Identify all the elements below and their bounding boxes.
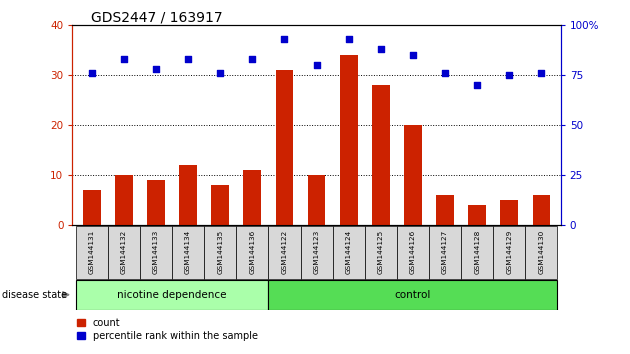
Point bbox=[440, 70, 450, 76]
FancyBboxPatch shape bbox=[333, 226, 365, 279]
Point bbox=[504, 72, 514, 78]
Point bbox=[375, 46, 386, 52]
Bar bbox=[468, 205, 486, 225]
Text: GSM144128: GSM144128 bbox=[474, 230, 480, 274]
FancyBboxPatch shape bbox=[268, 226, 301, 279]
Bar bbox=[147, 180, 165, 225]
FancyBboxPatch shape bbox=[108, 226, 140, 279]
Point bbox=[183, 56, 193, 62]
FancyBboxPatch shape bbox=[172, 226, 204, 279]
Point bbox=[280, 36, 290, 42]
Text: GSM144130: GSM144130 bbox=[539, 230, 544, 274]
FancyBboxPatch shape bbox=[76, 280, 268, 310]
FancyBboxPatch shape bbox=[461, 226, 493, 279]
Bar bbox=[532, 195, 550, 225]
Point bbox=[536, 70, 546, 76]
Text: disease state: disease state bbox=[2, 290, 67, 300]
Bar bbox=[307, 175, 326, 225]
FancyBboxPatch shape bbox=[301, 226, 333, 279]
Text: GSM144133: GSM144133 bbox=[153, 230, 159, 274]
Text: GSM144134: GSM144134 bbox=[185, 230, 191, 274]
FancyBboxPatch shape bbox=[429, 226, 461, 279]
Bar bbox=[372, 85, 389, 225]
Text: GSM144127: GSM144127 bbox=[442, 230, 448, 274]
Text: GSM144123: GSM144123 bbox=[314, 230, 319, 274]
Text: GDS2447 / 163917: GDS2447 / 163917 bbox=[91, 11, 223, 25]
Text: GSM144135: GSM144135 bbox=[217, 230, 223, 274]
Text: GSM144136: GSM144136 bbox=[249, 230, 255, 274]
Bar bbox=[180, 165, 197, 225]
Point bbox=[87, 70, 97, 76]
FancyBboxPatch shape bbox=[268, 280, 558, 310]
Point bbox=[248, 56, 258, 62]
FancyBboxPatch shape bbox=[397, 226, 429, 279]
Bar bbox=[404, 125, 421, 225]
Bar bbox=[212, 185, 229, 225]
Point bbox=[119, 56, 129, 62]
Bar bbox=[115, 175, 133, 225]
Text: GSM144131: GSM144131 bbox=[89, 230, 94, 274]
Text: nicotine dependence: nicotine dependence bbox=[117, 290, 227, 300]
Point bbox=[151, 66, 161, 72]
FancyBboxPatch shape bbox=[76, 226, 108, 279]
FancyBboxPatch shape bbox=[365, 226, 397, 279]
Text: GSM144124: GSM144124 bbox=[346, 230, 352, 274]
Point bbox=[472, 82, 482, 88]
Point bbox=[312, 62, 322, 68]
Bar bbox=[436, 195, 454, 225]
Text: GSM144126: GSM144126 bbox=[410, 230, 416, 274]
FancyBboxPatch shape bbox=[204, 226, 236, 279]
Text: GSM144132: GSM144132 bbox=[121, 230, 127, 274]
FancyBboxPatch shape bbox=[525, 226, 558, 279]
Bar bbox=[500, 200, 518, 225]
Point bbox=[343, 36, 353, 42]
Bar bbox=[340, 55, 358, 225]
Text: GSM144129: GSM144129 bbox=[507, 230, 512, 274]
FancyBboxPatch shape bbox=[236, 226, 268, 279]
FancyBboxPatch shape bbox=[140, 226, 172, 279]
Bar bbox=[244, 170, 261, 225]
Point bbox=[215, 70, 226, 76]
Text: control: control bbox=[395, 290, 431, 300]
Text: GSM144125: GSM144125 bbox=[378, 230, 384, 274]
Point bbox=[408, 52, 418, 58]
Legend: count, percentile rank within the sample: count, percentile rank within the sample bbox=[77, 318, 258, 341]
FancyBboxPatch shape bbox=[493, 226, 525, 279]
Text: GSM144122: GSM144122 bbox=[282, 230, 287, 274]
Bar bbox=[83, 190, 101, 225]
Bar bbox=[275, 70, 294, 225]
